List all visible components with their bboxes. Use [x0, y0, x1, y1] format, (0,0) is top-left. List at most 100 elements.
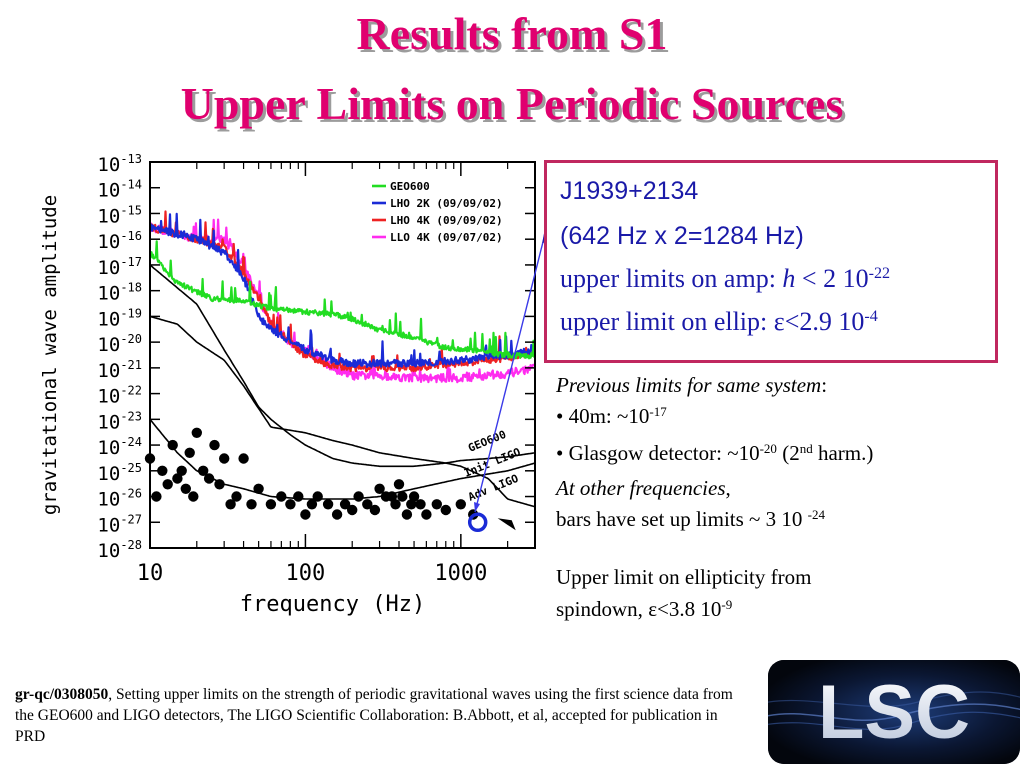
lsc-logo-graphic: LSC — [768, 660, 1020, 764]
series-line-0 — [148, 240, 536, 360]
previous-limits-colon: : — [821, 373, 828, 397]
y-tick-label: 10-18 — [97, 281, 142, 305]
reference-curve-5 — [149, 264, 536, 468]
pulsar-limit-point — [293, 491, 304, 502]
pulsar-limit-point — [401, 509, 413, 520]
y-tick-label: 10-27 — [97, 512, 142, 536]
spindown-prefix: spindown, — [556, 597, 649, 621]
x-tick-label: 10 — [137, 561, 164, 586]
pulsar-limit-point — [415, 499, 426, 510]
pulsar-limit-point — [253, 483, 264, 494]
pulsar-limit-point — [238, 453, 249, 464]
pulsar-limit-point — [369, 504, 381, 516]
citation-ref[interactable]: gr-qc/0308050 — [15, 686, 109, 703]
other-frequencies-heading: At other frequencies, — [556, 476, 731, 501]
amplitude-limit-exponent: -22 — [868, 265, 891, 283]
ellipticity-limit-value: <2.9 10 — [784, 307, 865, 336]
y-tick-label: 10-22 — [97, 384, 142, 408]
highlight-arrow — [497, 518, 516, 531]
pulsar-limit-point — [285, 499, 296, 510]
pulsar-limit-point — [246, 499, 257, 510]
pulsar-limit-point — [176, 465, 187, 476]
bullet-40m: • 40m: ~10-17 — [556, 404, 667, 429]
y-tick-label: 10-28 — [97, 538, 142, 562]
epsilon-symbol: ε — [773, 307, 785, 336]
pulsar-limit-point — [198, 465, 209, 476]
y-tick-label: 10-26 — [97, 487, 142, 511]
pulsar-limit-point — [225, 499, 236, 510]
spindown-epsilon: ε — [648, 597, 658, 621]
bars-limits: bars have set up limits ~ 3 10 -24 — [556, 507, 825, 532]
legend-label: LHO 4K (09/09/02) — [390, 214, 503, 227]
ellipticity-limit: upper limit on ellip: ε<2.9 10-4 — [560, 307, 878, 337]
lsc-logo-text: LSC — [818, 670, 970, 755]
pulsar-frequency: (642 Hz x 2=1284 Hz) — [560, 222, 804, 250]
bullet-glasgow-text: • Glasgow detector: ~10 — [556, 441, 760, 465]
pulsar-limit-point — [214, 479, 225, 490]
pulsar-result-box: J1939+2134 (642 Hz x 2=1284 Hz) upper li… — [544, 160, 998, 363]
pulsar-limit-point — [322, 499, 334, 510]
y-tick-label: 10-24 — [97, 435, 142, 459]
bars-limits-exponent: -24 — [807, 506, 826, 522]
other-frequencies-comma: , — [725, 476, 731, 500]
spindown-line1: Upper limit on ellipticity from — [556, 565, 812, 589]
pulsar-limit-point — [188, 491, 199, 502]
pulsar-limit-point — [231, 491, 242, 502]
pulsar-limit-point — [276, 491, 287, 502]
y-tick-label: 10-17 — [97, 255, 142, 279]
citation: gr-qc/0308050, Setting upper limits on t… — [15, 684, 735, 747]
citation-text: , Setting upper limits on the strength o… — [15, 686, 733, 745]
x-tick-label: 100 — [286, 561, 326, 586]
x-axis-label: frequency (Hz) — [240, 592, 425, 617]
pulsar-limit-point — [265, 499, 277, 510]
amplitude-limit-label: upper limits on amp: — [560, 264, 783, 293]
spindown-exponent: -9 — [721, 596, 733, 612]
pulsar-limit-point — [455, 499, 466, 510]
pulsar-limit-point — [374, 483, 385, 494]
series-line-1 — [148, 212, 537, 368]
pulsar-limit-point — [440, 504, 451, 516]
pulsar-limit-point — [167, 439, 178, 451]
pulsar-limit-point — [306, 499, 318, 510]
pulsar-limit-point — [390, 499, 401, 510]
pulsar-limit-point — [162, 479, 173, 490]
bullet-glasgow-ordinal: nd — [799, 440, 813, 456]
pulsar-limit-point — [184, 447, 195, 458]
pulsar-limit-point — [203, 473, 215, 484]
pulsar-limit-point — [431, 499, 442, 510]
y-axis-label: gravitational wave amplitude — [39, 195, 61, 515]
other-frequencies-text: At other frequencies — [556, 476, 726, 500]
spindown-line2: spindown, ε<3.8 10-9 — [556, 597, 732, 622]
pulsar-limit-point — [209, 439, 220, 451]
pulsar-limit-point — [347, 504, 358, 516]
pulsar-limit-point — [421, 509, 432, 520]
spindown-value: <3.8 10 — [657, 597, 722, 621]
pulsar-limit-point — [180, 483, 191, 494]
pulsar-limit-point — [393, 479, 405, 490]
bullet-glasgow-tail: harm.) — [812, 441, 874, 465]
x-tick-label: 1000 — [434, 561, 487, 586]
bullet-40m-text: • 40m: ~10 — [556, 404, 650, 428]
pulsar-limit-point — [408, 491, 420, 502]
pulsar-limit-point — [300, 509, 311, 520]
pulsar-limit-point — [362, 499, 373, 510]
y-tick-label: 10-16 — [97, 229, 142, 253]
reference-curve-4 — [149, 315, 536, 508]
pulsar-limit-point — [406, 499, 417, 510]
legend-label: LHO 2K (09/09/02) — [390, 197, 503, 210]
bullet-40m-exponent: -17 — [649, 403, 667, 419]
pulsar-limit-point — [219, 453, 230, 464]
legend-label: GEO600 — [390, 180, 430, 193]
pulsar-limit-point — [191, 427, 202, 438]
amplitude-limit: upper limits on amp: h < 2 10-22 — [560, 264, 890, 294]
pulsar-limit-point — [312, 491, 323, 502]
slide-title-line1: Results from S1 — [356, 8, 668, 59]
pulsar-limit-point — [353, 491, 364, 502]
slide-title-line2: Upper Limits on Periodic Sources — [180, 78, 844, 129]
pulsar-name: J1939+2134 — [560, 177, 699, 205]
y-tick-label: 10-25 — [97, 461, 142, 485]
ellipticity-limit-exponent: -4 — [864, 308, 878, 326]
y-tick-label: 10-13 — [97, 152, 142, 176]
pulsar-limit-point — [386, 491, 398, 502]
